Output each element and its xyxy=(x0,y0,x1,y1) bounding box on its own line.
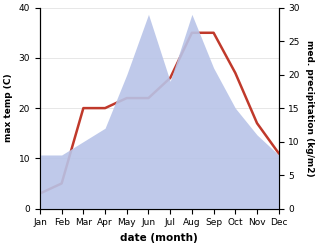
X-axis label: date (month): date (month) xyxy=(121,233,198,243)
Y-axis label: med. precipitation (kg/m2): med. precipitation (kg/m2) xyxy=(305,40,314,176)
Y-axis label: max temp (C): max temp (C) xyxy=(4,74,13,143)
